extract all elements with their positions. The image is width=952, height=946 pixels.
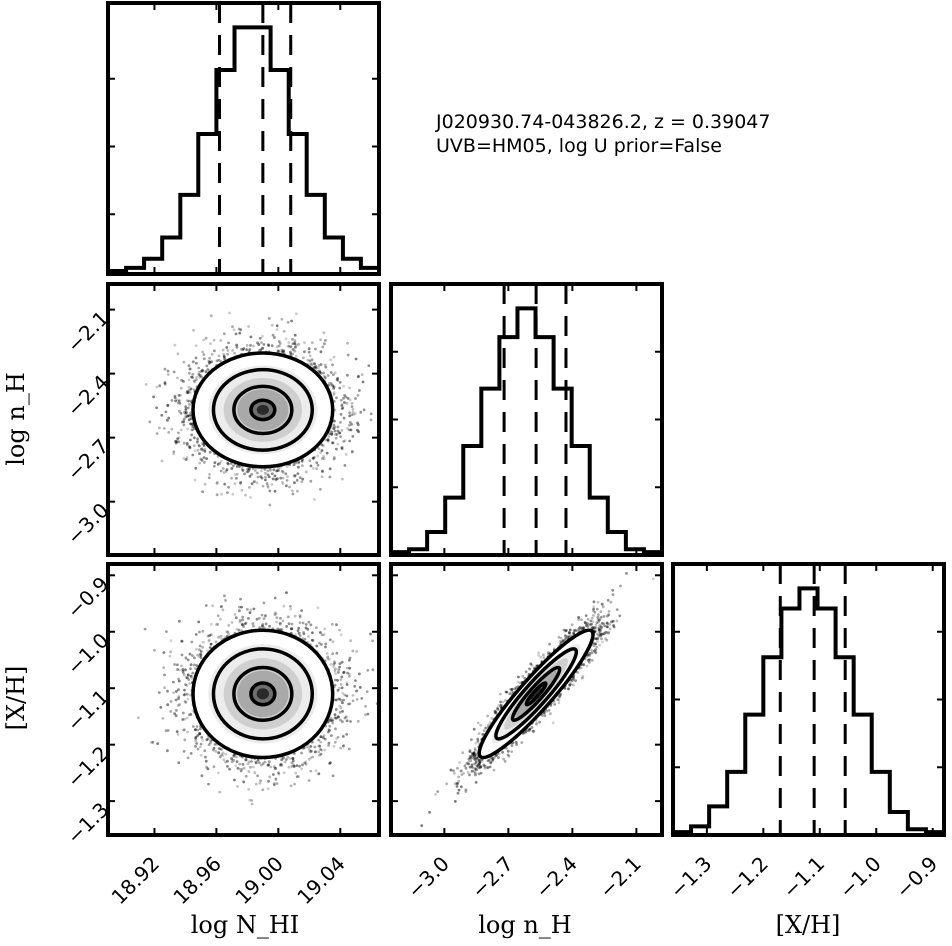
- corner-panels: −1.3 −1.2 −1.1 −1.0 −0.9−3.0−2.7−2.4−2.118.9…: [62, 1, 946, 909]
- contour-line: [249, 398, 277, 422]
- x-axis-title-col0: log N_HI: [191, 911, 300, 939]
- x-tick-label: −2.1: [595, 852, 646, 903]
- y-axis-title-row2: [X/H]: [2, 666, 30, 731]
- contour-line: [494, 647, 579, 741]
- panel-frame: [106, 562, 381, 837]
- x-tick-label: 18.92: [107, 852, 164, 909]
- y-tick-label: −2.1: [62, 306, 113, 357]
- contour-line: [249, 681, 277, 707]
- panel-frame: [389, 562, 664, 837]
- contour-line: [232, 384, 294, 436]
- density-shade: [531, 688, 542, 700]
- histogram-1: [391, 306, 662, 555]
- x-tick-label: 18.96: [168, 852, 225, 909]
- panel-frame: [106, 282, 381, 557]
- y-tick-label: −2.7: [62, 434, 113, 485]
- y-tick-label: −1.1: [62, 685, 113, 736]
- x-tick-label: −1.0: [834, 852, 885, 903]
- y-tick-label: −0.9: [62, 572, 113, 623]
- target-annotation: J020930.74-043826.2, z = 0.39047: [435, 111, 771, 133]
- x-tick-label: −2.4: [531, 852, 582, 903]
- density-panel-2-0: [137, 591, 379, 806]
- density-panel-1-0: [144, 311, 373, 507]
- contour-line: [191, 628, 335, 760]
- contour-line: [232, 665, 294, 722]
- uvb-annotation: UVB=HM05, log U prior=False: [436, 135, 722, 157]
- panel-frame: [389, 282, 664, 557]
- panel-frame: [671, 562, 946, 837]
- density-panel-2-1: [420, 572, 655, 827]
- density-shade: [256, 404, 269, 415]
- y-tick-label: −1.0: [62, 628, 113, 679]
- y-axis-title-row1: log n_H: [2, 372, 30, 466]
- x-tick-label: −1.3: [665, 852, 716, 903]
- contour-line: [211, 367, 315, 452]
- density-shade: [256, 688, 269, 700]
- contour-line: [477, 628, 595, 760]
- y-tick-label: −2.4: [62, 370, 113, 421]
- x-tick-label: −1.1: [778, 852, 829, 903]
- y-tick-label: −1.3: [62, 798, 113, 849]
- x-axis-title-col1: log n_H: [478, 911, 572, 939]
- x-tick-label: −3.0: [403, 852, 454, 903]
- x-tick-label: −1.2: [722, 852, 773, 903]
- x-axis-title-col2: [X/H]: [776, 911, 841, 939]
- histogram-0: [108, 25, 379, 274]
- x-tick-label: −0.9: [891, 852, 942, 903]
- x-tick-label: 19.04: [292, 852, 349, 909]
- contour-line: [510, 665, 562, 722]
- panel-frame: [106, 1, 381, 276]
- y-tick-label: −3.0: [62, 498, 113, 549]
- x-tick-label: 19.00: [230, 852, 287, 909]
- contour-line: [211, 647, 315, 741]
- histogram-2: [673, 586, 944, 835]
- contour-line: [524, 681, 548, 707]
- contour-line: [191, 351, 335, 469]
- y-tick-label: −1.2: [62, 741, 113, 792]
- x-tick-label: −2.7: [467, 852, 518, 903]
